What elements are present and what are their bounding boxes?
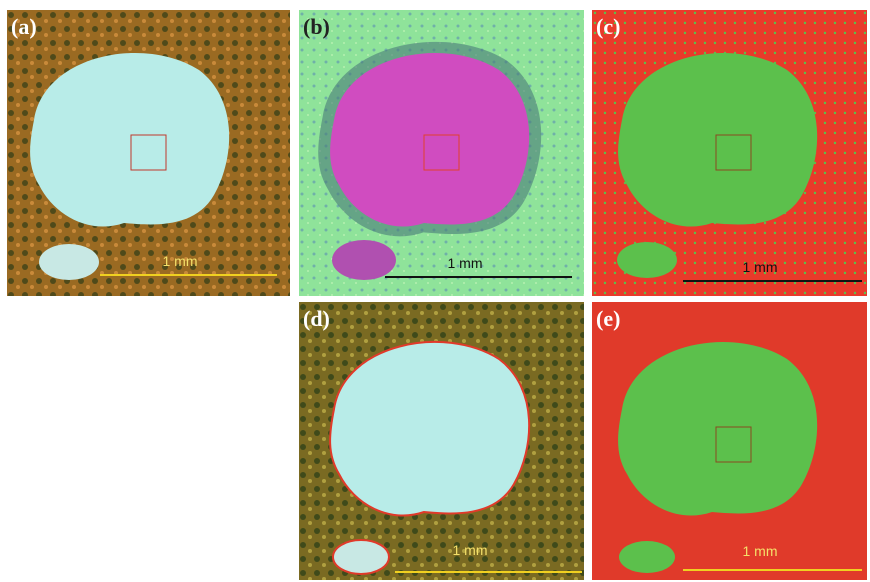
panel-c: (c) 1 mm [592, 10, 867, 296]
scale-label: 1 mm [743, 259, 778, 275]
panel-label: (a) [11, 14, 37, 39]
blob [332, 240, 396, 280]
blob [39, 244, 99, 280]
blob [330, 53, 529, 227]
panel-e: (e) 1 mm [592, 302, 867, 580]
panel-label: (b) [303, 14, 330, 39]
scale-label: 1 mm [453, 542, 488, 558]
scale-label: 1 mm [163, 253, 198, 269]
panel-a: (a) 1 mm [7, 10, 290, 296]
panel-label: (d) [303, 306, 330, 331]
blob [330, 342, 529, 516]
panel-label: (c) [596, 14, 620, 39]
blob [30, 53, 229, 227]
panel-label: (e) [596, 306, 620, 331]
panel-b: (b) 1 mm [299, 10, 584, 296]
blob [618, 53, 817, 227]
blob [617, 242, 677, 278]
blob [618, 342, 817, 516]
blob [333, 540, 389, 574]
panel-d: (d) 1 mm [299, 302, 584, 580]
scale-label: 1 mm [743, 543, 778, 559]
blob [619, 541, 675, 573]
scale-label: 1 mm [448, 255, 483, 271]
figure: (a) 1 mm (b) 1 mm (c) 1 mm (d) 1 mm [0, 0, 870, 582]
